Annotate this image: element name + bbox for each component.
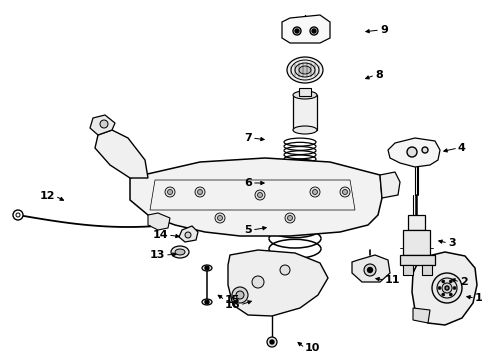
- Polygon shape: [299, 88, 311, 96]
- Text: 14: 14: [152, 230, 168, 240]
- Circle shape: [215, 213, 225, 223]
- Circle shape: [267, 337, 277, 347]
- Polygon shape: [400, 255, 435, 265]
- Circle shape: [310, 27, 318, 35]
- Ellipse shape: [175, 249, 185, 255]
- Circle shape: [422, 147, 428, 153]
- Circle shape: [449, 280, 452, 283]
- Polygon shape: [413, 308, 430, 323]
- Text: 12: 12: [40, 191, 55, 201]
- Circle shape: [236, 291, 244, 299]
- Polygon shape: [403, 265, 413, 275]
- Circle shape: [100, 120, 108, 128]
- Circle shape: [280, 265, 290, 275]
- Polygon shape: [148, 213, 170, 230]
- Ellipse shape: [202, 265, 212, 271]
- Circle shape: [185, 232, 191, 238]
- Text: 10: 10: [305, 343, 320, 353]
- Circle shape: [437, 278, 457, 298]
- Ellipse shape: [287, 57, 323, 83]
- Ellipse shape: [299, 66, 311, 74]
- Text: 15: 15: [225, 295, 241, 305]
- Circle shape: [407, 147, 417, 157]
- Text: 16: 16: [224, 300, 240, 310]
- Circle shape: [313, 189, 318, 194]
- Circle shape: [218, 216, 222, 220]
- Circle shape: [293, 27, 301, 35]
- Text: 8: 8: [375, 70, 383, 80]
- Polygon shape: [352, 255, 390, 282]
- Circle shape: [168, 189, 172, 194]
- Ellipse shape: [202, 299, 212, 305]
- Text: 2: 2: [460, 277, 468, 287]
- Polygon shape: [408, 215, 425, 230]
- Circle shape: [270, 340, 274, 344]
- Ellipse shape: [171, 246, 189, 258]
- Text: 5: 5: [245, 225, 252, 235]
- Circle shape: [195, 187, 205, 197]
- Ellipse shape: [293, 91, 317, 99]
- Polygon shape: [90, 115, 115, 135]
- Polygon shape: [403, 230, 430, 255]
- Circle shape: [285, 213, 295, 223]
- Circle shape: [453, 287, 456, 289]
- Polygon shape: [95, 130, 148, 178]
- Ellipse shape: [291, 60, 319, 80]
- Circle shape: [232, 287, 248, 303]
- Circle shape: [295, 29, 299, 33]
- Circle shape: [343, 189, 347, 194]
- Polygon shape: [228, 250, 328, 316]
- Polygon shape: [293, 95, 317, 130]
- Polygon shape: [380, 172, 400, 198]
- Polygon shape: [130, 158, 382, 236]
- Circle shape: [432, 273, 462, 303]
- Circle shape: [13, 210, 23, 220]
- Circle shape: [252, 276, 264, 288]
- Text: 3: 3: [448, 238, 456, 248]
- Circle shape: [364, 264, 376, 276]
- Circle shape: [312, 29, 316, 33]
- Circle shape: [368, 267, 372, 273]
- Circle shape: [288, 216, 293, 220]
- Circle shape: [310, 187, 320, 197]
- Text: 6: 6: [244, 178, 252, 188]
- Circle shape: [442, 293, 445, 296]
- Polygon shape: [388, 138, 440, 167]
- Circle shape: [205, 300, 209, 304]
- Ellipse shape: [293, 126, 317, 134]
- Circle shape: [165, 187, 175, 197]
- Circle shape: [438, 287, 441, 289]
- Circle shape: [205, 266, 209, 270]
- Polygon shape: [422, 265, 432, 275]
- Text: 1: 1: [475, 293, 483, 303]
- Circle shape: [445, 286, 449, 290]
- Circle shape: [197, 189, 202, 194]
- Text: 11: 11: [385, 275, 400, 285]
- Polygon shape: [179, 226, 198, 242]
- Text: 9: 9: [380, 25, 388, 35]
- Circle shape: [442, 283, 452, 293]
- Circle shape: [258, 193, 263, 198]
- Circle shape: [255, 190, 265, 200]
- Text: 7: 7: [244, 133, 252, 143]
- Circle shape: [449, 293, 452, 296]
- Ellipse shape: [295, 63, 315, 77]
- Text: 4: 4: [458, 143, 466, 153]
- Circle shape: [442, 280, 445, 283]
- Polygon shape: [412, 252, 477, 325]
- Polygon shape: [282, 15, 330, 43]
- Text: 13: 13: [149, 250, 165, 260]
- Circle shape: [340, 187, 350, 197]
